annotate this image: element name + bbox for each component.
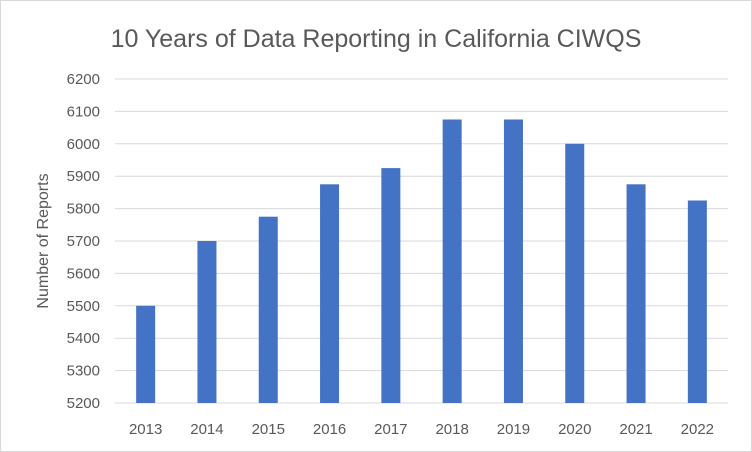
- x-tick-label: 2020: [558, 421, 591, 438]
- bar-2013: [136, 305, 156, 403]
- y-tick-label: 6200: [67, 71, 100, 88]
- y-tick-label: 6000: [67, 136, 100, 153]
- y-tick-label: 5700: [67, 233, 100, 250]
- x-tick-label: 2019: [497, 421, 530, 438]
- bars: [136, 119, 707, 404]
- y-axis-ticks: 5200 5300 5400 5500 5600 5700 5800 5900 6000 6100…: [67, 71, 100, 412]
- y-tick-label: 5800: [67, 201, 100, 218]
- bar-2020: [565, 143, 585, 404]
- x-tick-label: 2015: [252, 421, 285, 438]
- bar-2021: [626, 184, 646, 403]
- x-tick-label: 2022: [681, 421, 714, 438]
- y-tick-label: 5500: [67, 298, 100, 315]
- x-tick-label: 2021: [619, 421, 652, 438]
- x-tick-label: 2016: [313, 421, 346, 438]
- y-tick-label: 6100: [67, 103, 100, 120]
- gridlines: [115, 78, 728, 404]
- y-axis-title: Number of Reports: [35, 173, 52, 308]
- bar-2015: [258, 216, 278, 403]
- bar-2017: [381, 168, 401, 403]
- y-tick-label: 5200: [67, 395, 100, 412]
- y-tick-label: 5400: [67, 330, 100, 347]
- bar-2016: [320, 184, 340, 403]
- y-tick-label: 5600: [67, 265, 100, 282]
- bar-2014: [197, 241, 217, 403]
- x-tick-label: 2014: [190, 421, 223, 438]
- y-tick-label: 5300: [67, 363, 100, 380]
- x-axis-ticks: 2013 2014 2015 2016 2017 2018 2019 2020 2021 2022: [129, 421, 714, 438]
- bar-2019: [503, 119, 523, 403]
- bar-2018: [442, 119, 462, 403]
- x-tick-label: 2018: [435, 421, 468, 438]
- y-tick-label: 5900: [67, 168, 100, 185]
- bar-2022: [687, 200, 707, 403]
- x-tick-label: 2013: [129, 421, 162, 438]
- chart-title: 10 Years of Data Reporting in California…: [111, 25, 642, 53]
- x-tick-label: 2017: [374, 421, 407, 438]
